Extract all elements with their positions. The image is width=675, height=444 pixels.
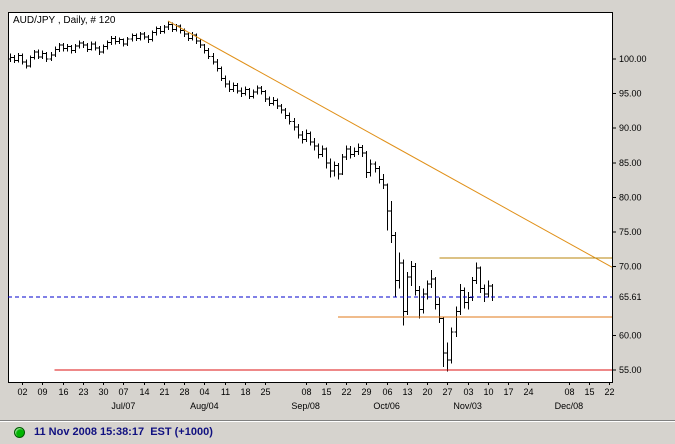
y-axis-label: 75.00	[619, 227, 642, 237]
x-axis-label: 30	[98, 387, 108, 397]
y-axis-label: 55.00	[619, 365, 642, 375]
month-label: Oct/06	[373, 401, 400, 411]
price-chart[interactable]: 100.00 95.00 90.00 85.00 80.00 75.00 70.00 60.0…	[0, 0, 675, 418]
month-label: Dec/08	[555, 401, 584, 411]
status-timestamp: 11 Nov 2008 15:38:17 EST (+1000)	[34, 426, 213, 438]
descending-trendline[interactable]	[167, 20, 613, 268]
month-label: Nov/03	[453, 401, 482, 411]
plot-area[interactable]	[8, 12, 613, 383]
x-axis-label: 02	[17, 387, 27, 397]
x-axis-label: 07	[118, 387, 128, 397]
x-axis-label: 04	[199, 387, 209, 397]
x-axis-label: 09	[37, 387, 47, 397]
month-label: Jul/07	[111, 401, 135, 411]
y-axis-label: 100.00	[619, 54, 647, 64]
x-axis-label: 13	[402, 387, 412, 397]
month-label: Aug/04	[190, 401, 219, 411]
x-axis-label: 15	[584, 387, 594, 397]
x-axis-label: 03	[463, 387, 473, 397]
x-axis-label: 08	[301, 387, 311, 397]
connection-indicator-icon	[14, 426, 25, 438]
chart-title: AUD/JPY , Daily, # 120	[13, 15, 116, 26]
current-price-label: 65.61	[619, 292, 642, 302]
ohlc-bars[interactable]	[8, 21, 495, 372]
x-axis-label: 22	[341, 387, 351, 397]
x-axis-label: 18	[240, 387, 250, 397]
y-axis-label: 80.00	[619, 192, 642, 202]
x-axis-label: 23	[78, 387, 88, 397]
x-axis-label: 22	[604, 387, 614, 397]
x-axis-label: 11	[221, 387, 230, 397]
x-axis-label: 21	[159, 387, 169, 397]
x-axis-label: 27	[442, 387, 452, 397]
x-axis-label: 20	[422, 387, 432, 397]
x-axis-label: 14	[139, 387, 149, 397]
y-axis-label: 60.00	[619, 331, 642, 341]
x-axis-label: 25	[260, 387, 270, 397]
y-axis-label: 70.00	[619, 262, 642, 272]
month-label: Sep/08	[291, 401, 320, 411]
x-axis-label: 16	[58, 387, 68, 397]
x-axis-label: 29	[361, 387, 371, 397]
x-axis-label: 08	[564, 387, 574, 397]
y-axis-label: 90.00	[619, 123, 642, 133]
y-axis: 100.00 95.00 90.00 85.00 80.00 75.00 70.00 60.0…	[612, 54, 647, 375]
y-axis-label: 85.00	[619, 158, 642, 168]
x-axis-label: 17	[503, 387, 513, 397]
x-axis-label: 24	[523, 387, 533, 397]
status-bar: 11 Nov 2008 15:38:17 EST (+1000)	[0, 420, 675, 443]
x-axis-label: 06	[382, 387, 392, 397]
y-axis-label: 95.00	[619, 89, 642, 99]
x-axis-label: 10	[483, 387, 493, 397]
x-axis-label: 28	[179, 387, 189, 397]
x-axis: 02 09 16 23 30 07 14 21 28 04 11 18 25 08 15 22 29 06 13 20…	[17, 382, 615, 411]
x-axis-label: 15	[321, 387, 331, 397]
